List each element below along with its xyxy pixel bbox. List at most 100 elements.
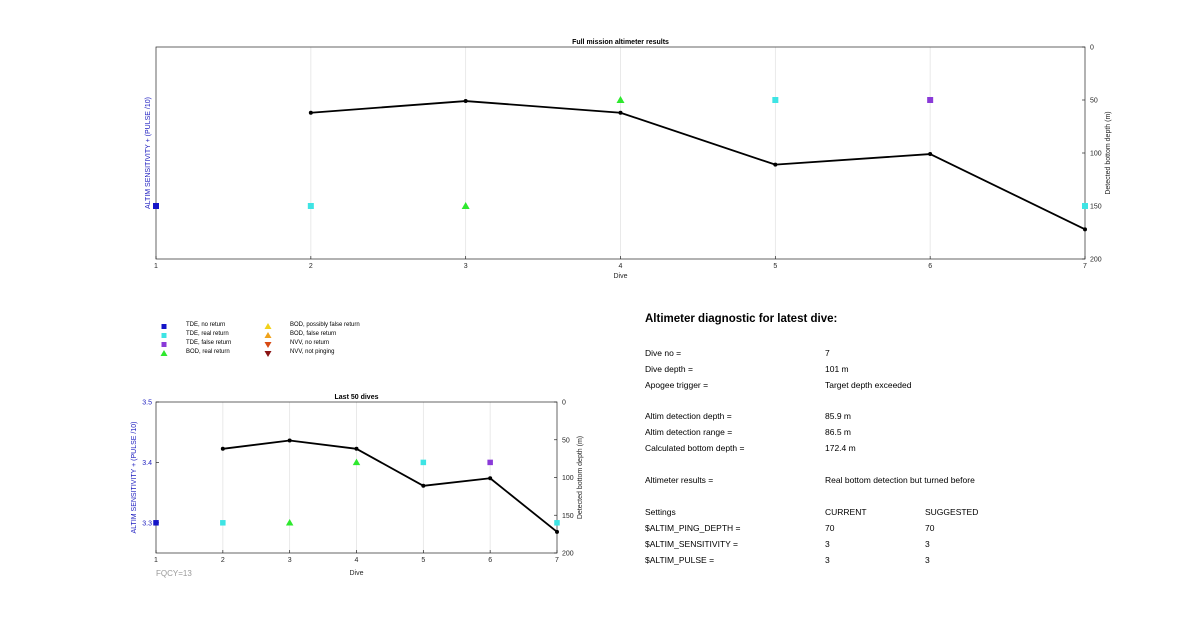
diagnostic-value: 101 m — [825, 364, 849, 374]
diagnostic-value: 3 — [825, 539, 830, 549]
chart1-x-tick-label: 5 — [773, 263, 777, 270]
chart2-tde-false-return-marker — [487, 459, 493, 466]
legend-marker — [264, 351, 272, 357]
fqcy-label: FQCY=13 — [156, 569, 192, 578]
chart2-y-left-tick-label: 3.5 — [142, 400, 152, 407]
chart1-depth-point — [1083, 227, 1087, 232]
chart1-bod-real-return-marker — [616, 96, 625, 103]
chart1-depth-point — [463, 99, 468, 104]
chart1-tde-no-return-marker — [153, 203, 159, 209]
diagnostic-panel: Altimeter diagnostic for latest dive: Di… — [645, 313, 1065, 565]
diagnostic-row: $ALTIM_PULSE = 3 3 — [645, 555, 1065, 567]
chart1-tde-real-return-marker — [772, 97, 779, 103]
chart2-depth-line — [222, 439, 558, 533]
legend-label: BOD, real return — [186, 349, 230, 355]
chart2-depth-point — [421, 483, 426, 488]
chart1-y-right-axis-label: Detected bottom depth (m) — [1105, 111, 1112, 194]
legend-label: BOD, possibly false return — [290, 322, 360, 328]
legend-marker — [264, 332, 272, 338]
chart2-x-tick-label: 3 — [288, 557, 292, 564]
legend-symbol — [264, 342, 272, 348]
chart1-depth-point — [928, 152, 933, 157]
legend-marker — [160, 350, 168, 356]
chart1-y-right-tick-label: 0 — [1090, 45, 1094, 52]
chart2-tde-no-return-marker — [153, 520, 159, 526]
chart2-x-tick-label: 1 — [154, 557, 158, 564]
chart1-y-left-axis-label: ALTIM SENSITIVITY + (PULSE /10) — [145, 97, 152, 209]
chart1-depth-point — [618, 110, 623, 115]
chart2-title: Last 50 dives — [335, 394, 379, 401]
diagnostic-value: 86.5 m — [825, 427, 851, 437]
diagnostic-label: Apogee trigger = — [645, 380, 709, 390]
diagnostic-suggested: 3 — [925, 539, 930, 549]
diagnostic-value: 85.9 m — [825, 411, 851, 421]
diagnostic-row: $ALTIM_PING_DEPTH = 70 70 — [645, 523, 1065, 535]
chart2-tde-real-return-marker — [420, 459, 427, 466]
chart2-tde-real-return-marker — [220, 520, 226, 526]
chart2-y-right-axis-label: Detected bottom depth (m) — [577, 436, 584, 519]
diagnostic-value: 172.4 m — [825, 443, 856, 453]
chart1-y-right-tick-label: 50 — [1090, 98, 1098, 105]
chart2-depth-point — [488, 476, 493, 481]
legend-label: NVV, not pinging — [290, 349, 335, 355]
chart2-depth-point — [220, 446, 225, 451]
chart2-x-axis-label: Dive — [349, 570, 363, 577]
chart2-x-tick-label: 2 — [221, 557, 225, 564]
diagnostic-label: $ALTIM_PULSE = — [645, 555, 715, 565]
diagnostic-label: Altimeter results = — [645, 475, 714, 485]
chart1-y-right-tick-label: 100 — [1090, 151, 1102, 158]
diagnostic-label: Altim detection depth = — [645, 411, 732, 421]
diagnostic-row: Dive depth = 101 m — [645, 364, 1065, 376]
chart1-depth-point — [773, 162, 778, 167]
legend-label: TDE, no return — [186, 322, 226, 328]
chart1-depth-point — [308, 110, 313, 115]
legend-label: TDE, false return — [186, 340, 232, 346]
diagnostic-suggested: SUGGESTED — [925, 507, 979, 517]
diagnostic-row: $ALTIM_SENSITIVITY = 3 3 — [645, 539, 1065, 551]
legend-symbol — [160, 350, 168, 356]
legend-marker — [161, 324, 167, 329]
legend-marker — [264, 342, 272, 348]
legend-marker — [264, 323, 272, 329]
chart2-y-right-tick-label: 100 — [562, 475, 574, 482]
diagnostic-suggested: 70 — [925, 523, 935, 533]
diagnostic-label: Altim detection range = — [645, 427, 733, 437]
chart1-x-tick-label: 7 — [1083, 263, 1087, 270]
legend-label: NVV, no return — [290, 340, 330, 346]
chart2-y-right-tick-label: 50 — [562, 437, 570, 444]
legend-symbol — [161, 324, 167, 329]
legend-symbol — [161, 333, 167, 338]
chart2-tde-real-return-marker — [554, 520, 560, 526]
legend: TDE, no return TDE, real return TDE, false… — [158, 322, 418, 362]
legend-label: TDE, real return — [186, 331, 229, 337]
chart2-bod-real-return-marker — [285, 519, 294, 526]
chart2-x-tick-label: 7 — [555, 557, 559, 564]
chart2-depth-point — [555, 529, 559, 534]
chart1-title: Full mission altimeter results — [572, 39, 669, 46]
chart2-y-right-tick-label: 200 — [562, 551, 574, 558]
chart2-y-right-tick-label: 150 — [562, 513, 574, 520]
chart2-y-left-axis-label: ALTIM SENSITIVITY + (PULSE /10) — [131, 422, 138, 534]
chart1-x-tick-label: 3 — [464, 263, 468, 270]
diagnostic-value: CURRENT — [825, 507, 867, 517]
diagnostic-value: 7 — [825, 348, 830, 358]
diagnostic-row: Altim detection depth = 85.9 m — [645, 411, 1065, 423]
diagnostic-row: Dive no = 7 — [645, 348, 1065, 360]
chart1-x-tick-label: 6 — [928, 263, 932, 270]
chart1-y-right-tick-label: 200 — [1090, 257, 1102, 264]
chart2-y-left-tick-label: 3.4 — [142, 460, 152, 467]
diagnostic-value: 3 — [825, 555, 830, 565]
diagnostic-label: Calculated bottom depth = — [645, 443, 745, 453]
chart2-y-right-tick-label: 0 — [562, 400, 566, 407]
diagnostic-suggested: 3 — [925, 555, 930, 565]
diagnostic-row: Altimeter results = Real bottom detection… — [645, 475, 1065, 487]
legend-symbol — [161, 342, 167, 347]
diagnostic-value: Target depth exceeded — [825, 380, 912, 390]
diagnostic-row: Apogee trigger = Target depth exceeded — [645, 380, 1065, 392]
diagnostic-value: Real bottom detection but turned before — [825, 475, 975, 485]
legend-marker — [161, 333, 167, 338]
diagnostic-label: Dive no = — [645, 348, 682, 358]
chart1-x-axis-label: Dive — [613, 273, 627, 280]
chart2-x-tick-label: 4 — [355, 557, 359, 564]
